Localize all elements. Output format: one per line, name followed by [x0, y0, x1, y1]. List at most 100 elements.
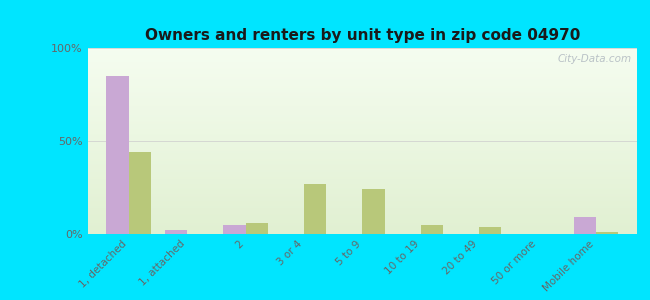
Bar	[88, 173, 637, 175]
Bar	[88, 186, 637, 187]
Bar	[88, 218, 637, 219]
Bar	[88, 86, 637, 87]
Bar	[88, 117, 637, 118]
Bar	[88, 142, 637, 143]
Bar	[88, 129, 637, 130]
Bar	[88, 92, 637, 93]
Bar	[88, 166, 637, 167]
Bar	[88, 111, 637, 112]
Bar	[88, 185, 637, 186]
Bar	[88, 196, 637, 197]
Bar	[88, 91, 637, 92]
Bar	[88, 103, 637, 104]
Bar	[88, 228, 637, 229]
Bar	[88, 76, 637, 77]
Bar	[304, 184, 326, 234]
Bar	[88, 108, 637, 110]
Bar	[88, 89, 637, 90]
Bar	[88, 82, 637, 83]
Bar	[88, 123, 637, 124]
Bar	[88, 229, 637, 230]
Bar	[88, 145, 637, 146]
Bar	[88, 160, 637, 161]
Bar	[88, 143, 637, 144]
Bar	[88, 71, 637, 72]
Bar	[88, 154, 637, 155]
Bar	[88, 192, 637, 193]
Bar	[88, 66, 637, 67]
Bar	[88, 62, 637, 63]
Bar	[88, 61, 637, 62]
Bar	[88, 217, 637, 218]
Bar	[88, 168, 637, 169]
Bar	[88, 97, 637, 98]
Bar	[88, 212, 637, 213]
Bar	[88, 87, 637, 88]
Bar	[88, 77, 637, 78]
Bar	[88, 207, 637, 208]
Bar	[88, 64, 637, 65]
Bar	[88, 220, 637, 221]
Bar	[88, 73, 637, 74]
Bar	[88, 208, 637, 209]
Bar	[88, 120, 637, 121]
Bar	[88, 88, 637, 89]
Text: City-Data.com: City-Data.com	[558, 54, 632, 64]
Bar	[88, 55, 637, 56]
Bar	[88, 179, 637, 180]
Bar	[88, 163, 637, 164]
Bar	[88, 84, 637, 85]
Bar	[88, 59, 637, 60]
Bar	[88, 205, 637, 206]
Bar	[88, 95, 637, 96]
Bar	[165, 230, 187, 234]
Bar	[88, 141, 637, 142]
Bar	[88, 83, 637, 84]
Bar	[88, 79, 637, 80]
Bar	[88, 85, 637, 86]
Bar	[88, 219, 637, 220]
Bar	[88, 132, 637, 133]
Bar	[88, 162, 637, 163]
Bar	[88, 75, 637, 76]
Bar	[88, 124, 637, 125]
Bar	[88, 169, 637, 170]
Bar	[596, 232, 618, 234]
Bar	[88, 78, 637, 79]
Bar	[88, 98, 637, 99]
Bar	[88, 184, 637, 185]
Bar	[88, 144, 637, 145]
Bar	[88, 214, 637, 215]
Title: Owners and renters by unit type in zip code 04970: Owners and renters by unit type in zip c…	[145, 28, 580, 43]
Bar	[88, 224, 637, 225]
Bar	[479, 226, 501, 234]
Bar	[88, 202, 637, 203]
Bar	[88, 161, 637, 162]
Bar	[88, 49, 637, 50]
Bar	[363, 189, 385, 234]
Bar	[88, 225, 637, 226]
Bar	[88, 232, 637, 233]
Bar	[88, 153, 637, 154]
Bar	[88, 57, 637, 58]
Bar	[88, 176, 637, 177]
Bar	[88, 56, 637, 57]
Bar	[88, 164, 637, 165]
Bar	[88, 167, 637, 168]
Bar	[88, 152, 637, 153]
Bar	[88, 223, 637, 224]
Bar	[88, 99, 637, 100]
Bar	[88, 226, 637, 227]
Bar	[88, 188, 637, 189]
Bar	[421, 225, 443, 234]
Bar	[88, 140, 637, 141]
Bar	[88, 65, 637, 66]
Bar	[88, 126, 637, 127]
Bar	[88, 112, 637, 113]
Bar	[88, 222, 637, 223]
Bar	[88, 48, 637, 49]
Bar	[88, 187, 637, 188]
Bar	[88, 216, 637, 217]
Bar	[88, 149, 637, 150]
Bar	[88, 102, 637, 103]
